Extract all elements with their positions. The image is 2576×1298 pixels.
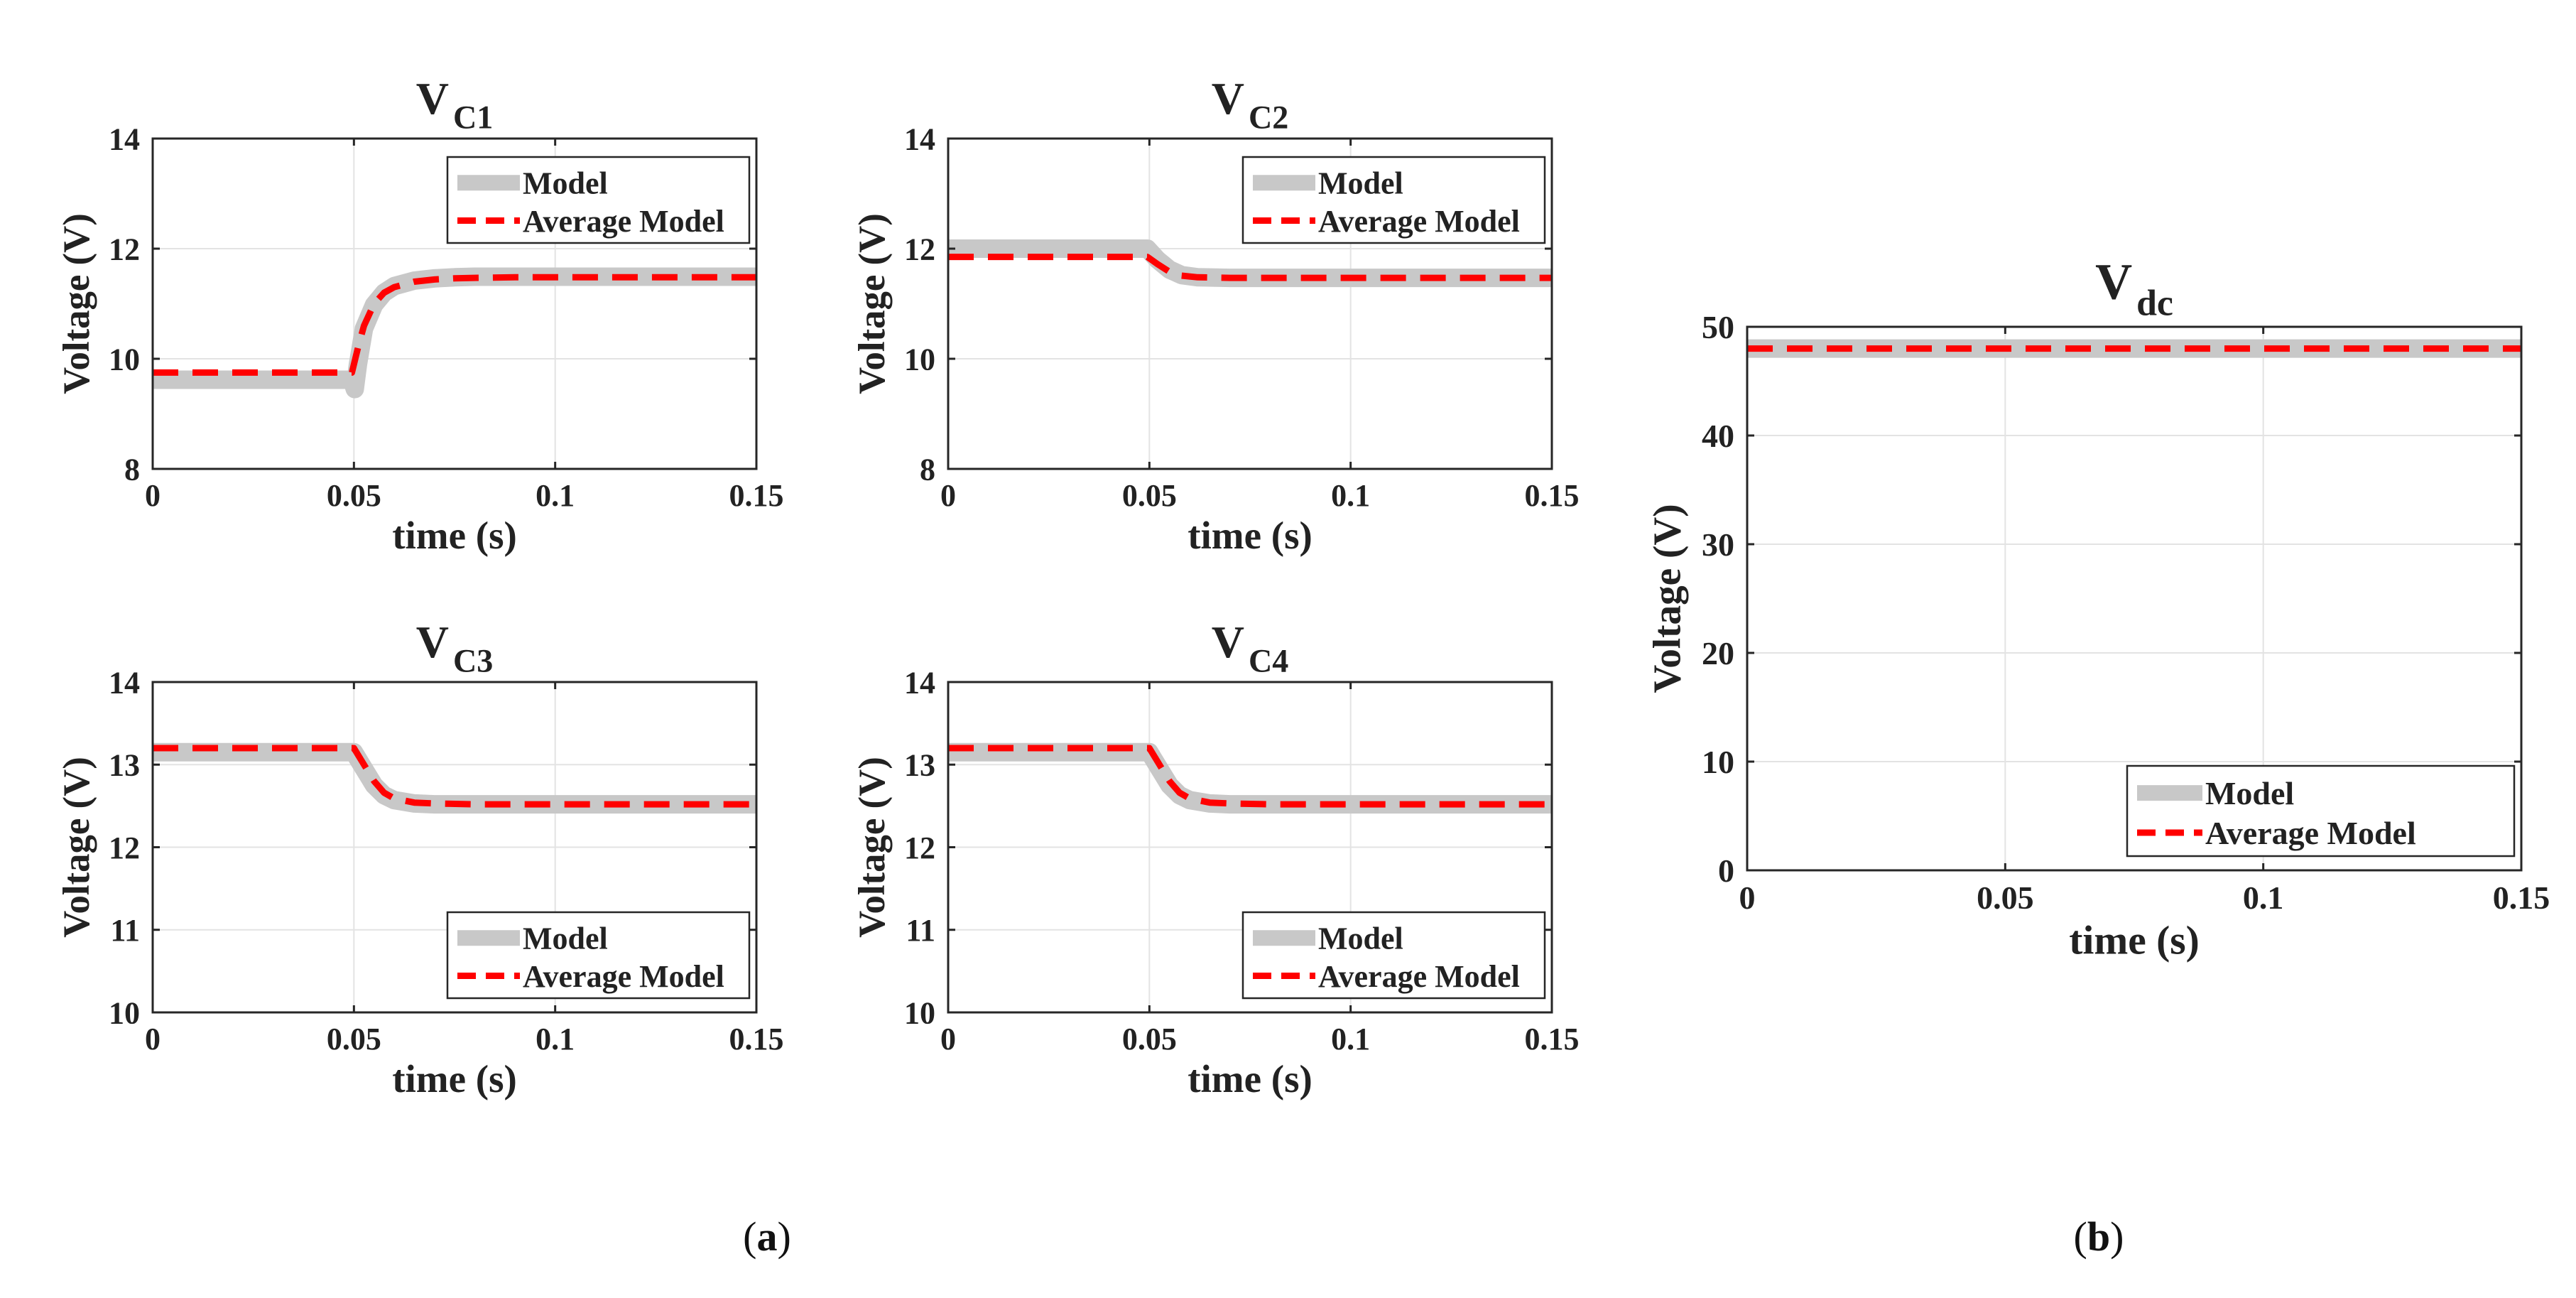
series-line-average-model — [948, 745, 1552, 808]
x-tick-label: 0.15 — [729, 478, 784, 513]
y-axis-label: Voltage (V) — [852, 757, 893, 938]
axes-box — [947, 137, 1553, 470]
y-tick-label: 12 — [904, 232, 935, 266]
legend-label-average-model: Average Model — [523, 204, 724, 239]
y-tick-label: 10 — [1702, 744, 1734, 780]
y-tick-label: 12 — [904, 831, 935, 865]
y-tick-label: 50 — [1702, 309, 1734, 345]
caption-a: (a) — [743, 1213, 791, 1260]
y-tick-label: 14 — [109, 665, 140, 700]
x-tick-label: 0.1 — [1331, 478, 1370, 513]
series-group — [948, 742, 1552, 814]
x-tick-label: 0.1 — [536, 478, 575, 513]
y-axis-label: Voltage (V) — [852, 213, 893, 394]
legend-label-model: Model — [2205, 775, 2294, 811]
legend-label-model: Model — [1318, 166, 1403, 201]
legend-label-average-model: Average Model — [1318, 959, 1520, 994]
series-group — [153, 267, 756, 399]
x-tick-label: 0.05 — [327, 1022, 381, 1056]
y-tick-label: 10 — [904, 342, 935, 377]
chart-vc1: 0 0.05 0.1 0.15 8 10 12 14 time (s) Voltage (V) V C… — [56, 73, 784, 557]
x-tick-label: 0 — [145, 478, 161, 513]
x-tick-label: 0.15 — [2493, 880, 2550, 916]
chart-vdc: 0 0.05 0.1 0.15 0 10 20 30 40 50 time (s) Voltage (… — [1646, 253, 2550, 963]
y-tick-label: 0 — [1718, 853, 1734, 889]
y-tick-label: 10 — [904, 995, 935, 1030]
chart-title: V C4 — [1212, 617, 1289, 678]
legend-box — [1241, 156, 1546, 244]
x-tick-label: 0 — [940, 478, 956, 513]
y-tick-label: 20 — [1702, 635, 1734, 671]
legend-box — [2126, 764, 2516, 858]
series-group — [153, 742, 756, 814]
y-tick-label: 14 — [109, 121, 140, 156]
y-tick-label: 12 — [109, 831, 140, 865]
chart-vc2: 0 0.05 0.1 0.15 8 10 12 14 time (s) Voltage (V) V C… — [852, 73, 1580, 557]
legend-box — [446, 911, 751, 1000]
x-tick-label: 0 — [1739, 880, 1756, 916]
chart-title: V C2 — [1212, 73, 1289, 135]
y-tick-label: 11 — [110, 913, 140, 948]
x-tick-label: 0.05 — [1122, 1022, 1177, 1056]
series-line-average-model — [948, 254, 1552, 281]
y-tick-label: 10 — [109, 995, 140, 1030]
x-axis-label: time (s) — [1188, 1057, 1313, 1100]
series-group — [948, 239, 1552, 288]
y-tick-label: 14 — [904, 665, 935, 700]
x-axis-label: time (s) — [2069, 918, 2200, 963]
charts-layer: 0 0.05 0.1 0.15 8 10 12 14 time (s) Voltage (V) V C… — [56, 73, 2550, 1100]
x-axis-label: time (s) — [392, 1057, 517, 1100]
y-tick-label: 12 — [109, 232, 140, 266]
y-axis-label: Voltage (V) — [56, 757, 97, 938]
y-axis-label: Voltage (V) — [56, 213, 97, 394]
chart-title: V C3 — [416, 617, 494, 678]
legend-label-model: Model — [1318, 921, 1403, 956]
legend-label-average-model: Average Model — [1318, 204, 1520, 239]
y-tick-label: 14 — [904, 121, 935, 156]
y-tick-label: 13 — [904, 748, 935, 783]
series-line-average-model — [153, 274, 756, 376]
y-tick-label: 40 — [1702, 418, 1734, 454]
legend-box — [446, 156, 751, 244]
x-tick-label: 0.15 — [1525, 478, 1580, 513]
axes-box — [151, 137, 758, 470]
y-tick-label: 8 — [920, 452, 935, 487]
legend-label-model: Model — [523, 921, 608, 956]
chart-vc4: 0 0.05 0.1 0.15 10 11 12 13 14 time (s) Voltage (V… — [852, 617, 1580, 1100]
series-line-average-model — [153, 745, 756, 808]
chart-title: V C1 — [416, 73, 494, 135]
legend-box — [1241, 911, 1546, 1000]
y-tick-label: 13 — [109, 748, 140, 783]
x-tick-label: 0.1 — [536, 1022, 575, 1056]
x-tick-label: 0 — [940, 1022, 956, 1056]
y-axis-label: Voltage (V) — [1646, 504, 1689, 693]
legend-label-average-model: Average Model — [2205, 815, 2416, 851]
chart-vc3: 0 0.05 0.1 0.15 10 11 12 13 14 time (s) Voltage (V… — [56, 617, 784, 1100]
x-axis-label: time (s) — [392, 514, 517, 557]
x-tick-label: 0 — [145, 1022, 161, 1056]
x-tick-label: 0.15 — [1525, 1022, 1580, 1056]
x-tick-label: 0.1 — [1331, 1022, 1370, 1056]
y-tick-label: 8 — [124, 452, 140, 487]
x-tick-label: 0.05 — [327, 478, 381, 513]
x-tick-label: 0.05 — [1122, 478, 1177, 513]
y-tick-label: 30 — [1702, 526, 1734, 563]
x-axis-label: time (s) — [1188, 514, 1313, 557]
x-tick-label: 0.05 — [1977, 880, 2034, 916]
y-tick-label: 10 — [109, 342, 140, 377]
y-tick-label: 11 — [906, 913, 935, 948]
axes-box — [1746, 325, 2523, 872]
legend-label-average-model: Average Model — [523, 959, 724, 994]
x-tick-label: 0.1 — [2243, 880, 2284, 916]
legend-label-model: Model — [523, 166, 608, 201]
x-tick-label: 0.15 — [729, 1022, 784, 1056]
legend: Model Average Model — [2126, 764, 2516, 858]
caption-b: (b) — [2074, 1213, 2124, 1260]
